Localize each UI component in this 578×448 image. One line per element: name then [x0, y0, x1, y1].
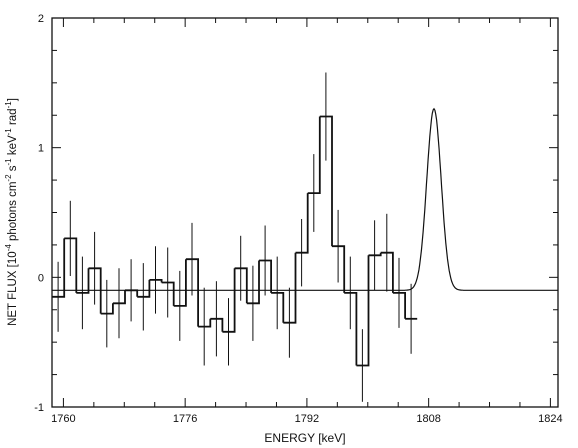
y-tick-label: 2 — [38, 13, 44, 25]
histogram-bar — [185, 258, 199, 327]
y-axis: -1 0 1 2 — [34, 13, 558, 414]
histogram-bar — [307, 116, 321, 194]
histogram-bar — [198, 318, 212, 328]
histogram-bar — [161, 281, 175, 306]
histogram-bar — [76, 268, 90, 294]
histogram-bar — [319, 115, 333, 247]
error-bars — [57, 72, 412, 402]
x-tick-label: 1792 — [295, 413, 319, 425]
y-tick-label: 1 — [38, 143, 44, 155]
plot-frame — [51, 17, 559, 408]
histogram-bar — [88, 267, 102, 314]
histogram-bar — [380, 251, 394, 293]
histogram-bar — [137, 279, 151, 298]
histogram-bars — [52, 115, 418, 367]
histogram-bar — [344, 292, 358, 366]
y-tick-label: -1 — [34, 402, 44, 414]
histogram-bar — [52, 238, 66, 298]
histogram-bar — [210, 317, 224, 332]
histogram-bar — [173, 259, 187, 307]
fit-line — [52, 107, 558, 291]
x-axis: 1760 1776 1792 1808 1824 — [51, 18, 563, 425]
histogram-bar — [64, 237, 78, 293]
x-tick-label: 1776 — [173, 413, 197, 425]
histogram-bar — [271, 292, 285, 323]
x-tick-label: 1760 — [51, 413, 75, 425]
histogram-bar — [392, 292, 406, 319]
y-tick-label: 0 — [38, 272, 44, 284]
histogram-bar — [222, 268, 236, 333]
x-tick-label: 1808 — [416, 413, 440, 425]
y-axis-label: NET FLUX [10-4 photons cm-2 s-1 keV-1 ra… — [4, 98, 19, 326]
x-axis-label: ENERGY [keV] — [264, 431, 345, 445]
histogram-bar — [234, 267, 248, 304]
histogram-bar — [332, 245, 346, 293]
histogram-bar — [295, 193, 309, 254]
histogram-bar — [356, 255, 370, 367]
histogram-bar — [283, 252, 297, 324]
x-tick-label: 1824 — [538, 413, 562, 425]
histogram-bar — [259, 259, 272, 293]
histogram-bar — [246, 260, 260, 305]
histogram-bar — [100, 303, 114, 315]
fit-curve — [52, 107, 558, 291]
histogram-bar — [112, 290, 126, 305]
